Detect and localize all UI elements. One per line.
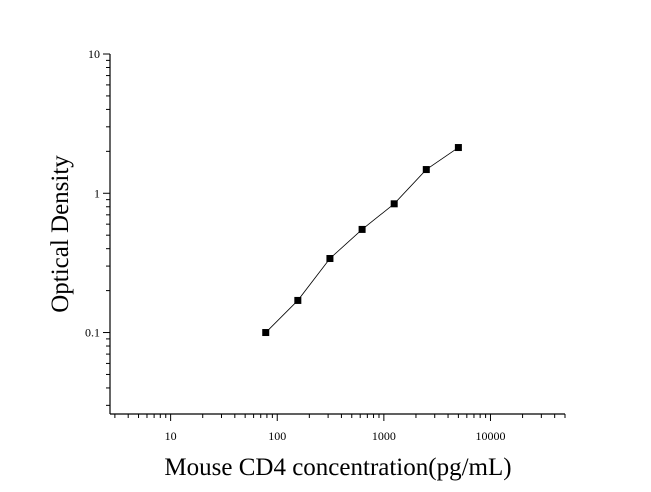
- axes: [109, 54, 565, 415]
- y-tick-label: 0.1: [85, 326, 100, 340]
- x-tick-label: 100: [268, 429, 286, 443]
- y-ticks: 0.1 1 10: [85, 47, 110, 406]
- data-point: [294, 296, 302, 304]
- data-point: [262, 329, 270, 337]
- y-axis-title: Optical Density: [47, 155, 74, 313]
- y-tick-label: 1: [94, 186, 100, 200]
- series: [262, 144, 462, 337]
- x-tick-label: 10: [165, 429, 177, 443]
- x-tick-label: 1000: [372, 429, 396, 443]
- data-point: [358, 225, 366, 233]
- data-point: [454, 144, 462, 152]
- data-point: [326, 255, 334, 263]
- x-axis-title: Mouse CD4 concentration(pg/mL): [164, 454, 511, 481]
- data-point: [390, 200, 398, 208]
- x-ticks: 10 100 1000 10000: [114, 414, 566, 443]
- y-tick-label: 10: [88, 47, 100, 61]
- data-point: [422, 166, 430, 174]
- x-tick-label: 10000: [475, 429, 505, 443]
- fit-curve: [265, 147, 459, 333]
